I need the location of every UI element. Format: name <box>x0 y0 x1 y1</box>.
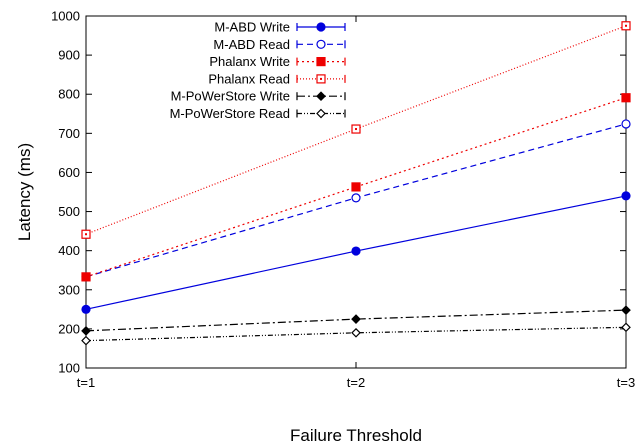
data-point <box>81 325 91 336</box>
data-point <box>351 327 361 338</box>
data-point <box>621 305 631 315</box>
data-point-center <box>355 128 357 131</box>
series-line <box>85 309 627 332</box>
axis-ticks: 100 200 300 400 500 600 700 800 900 1000 t=1 t=2 t=3 <box>51 9 635 391</box>
legend-marker <box>316 22 326 32</box>
series-2 <box>81 93 631 282</box>
series-5 <box>81 322 631 346</box>
x-tick-label: t=3 <box>617 375 635 390</box>
y-tick-label: 700 <box>58 126 80 141</box>
series-layer <box>81 21 631 346</box>
data-point <box>351 193 361 203</box>
series-0 <box>81 191 631 314</box>
data-point <box>621 191 631 201</box>
y-tick-label: 400 <box>58 243 80 258</box>
data-point <box>621 93 631 103</box>
legend-label: M-PoWerStore Read <box>170 106 290 121</box>
data-point <box>81 304 91 314</box>
y-tick-label: 100 <box>58 361 80 376</box>
data-point <box>621 119 631 129</box>
data-point <box>621 322 631 333</box>
data-point <box>81 335 91 346</box>
legend-marker-center <box>320 77 322 80</box>
data-point <box>351 182 361 192</box>
legend-label: M-PoWerStore Write <box>171 89 290 104</box>
data-point-center <box>85 233 87 236</box>
y-tick-label: 300 <box>58 282 80 297</box>
y-tick-label: 800 <box>58 87 80 102</box>
x-tick-label: t=2 <box>347 375 365 390</box>
y-axis-title: Latency (ms) <box>15 143 34 241</box>
legend: M-ABD Write M-ABD Read Phalanx Write Phalan… <box>170 20 346 121</box>
x-axis-title: Failure Threshold <box>290 426 422 445</box>
y-tick-label: 900 <box>58 48 80 63</box>
y-tick-label: 500 <box>58 204 80 219</box>
series-4 <box>81 305 631 336</box>
legend-label: Phalanx Write <box>209 54 290 69</box>
data-point <box>351 314 361 324</box>
legend-label: M-ABD Write <box>214 20 290 35</box>
x-tick-label: t=1 <box>77 375 95 390</box>
y-tick-label: 600 <box>58 165 80 180</box>
data-point-center <box>625 24 627 27</box>
data-point <box>81 272 91 282</box>
legend-marker <box>316 91 326 102</box>
y-tick-label: 200 <box>58 321 80 336</box>
legend-label: M-ABD Read <box>213 37 290 52</box>
series-1 <box>81 119 631 282</box>
y-tick-label: 1000 <box>51 9 80 24</box>
legend-label: Phalanx Read <box>208 71 290 86</box>
legend-marker <box>316 39 326 49</box>
data-point <box>351 246 361 256</box>
series-3 <box>81 21 631 239</box>
series-line <box>85 25 627 235</box>
legend-marker <box>316 56 326 67</box>
legend-marker <box>316 108 326 119</box>
